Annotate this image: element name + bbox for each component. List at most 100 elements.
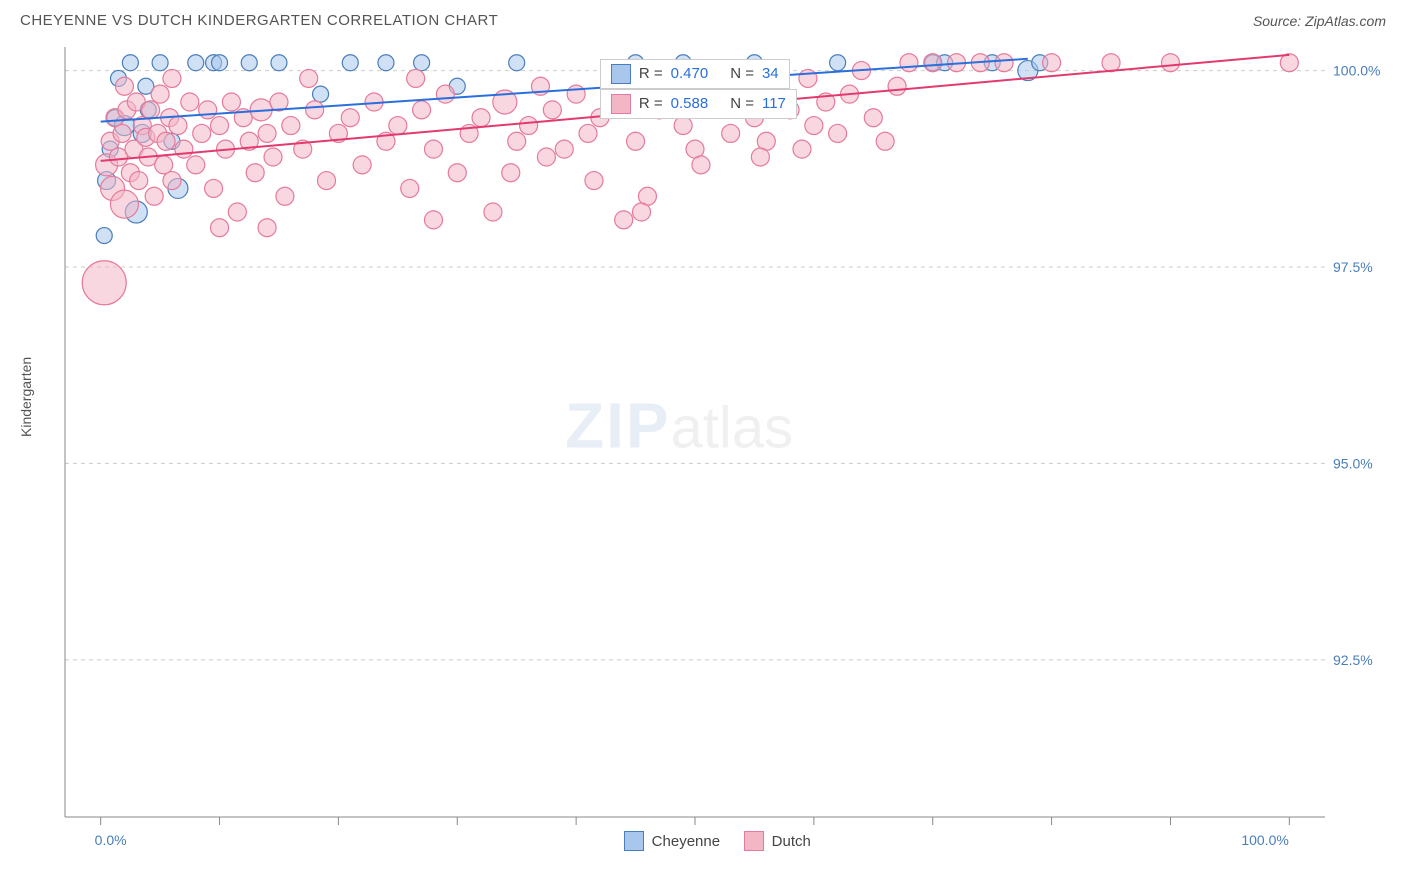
data-point (1043, 54, 1061, 72)
data-point (306, 101, 324, 119)
data-point (585, 172, 603, 190)
data-point (472, 109, 490, 127)
data-point (407, 69, 425, 87)
data-point (282, 117, 300, 135)
legend-item-dutch: Dutch (744, 831, 811, 851)
stat-row-dutch: R = 0.588 N = 117 (600, 89, 797, 119)
data-point (211, 117, 229, 135)
data-point (142, 101, 160, 119)
data-point (157, 132, 175, 150)
data-point (633, 203, 651, 221)
data-point (228, 203, 246, 221)
data-point (543, 101, 561, 119)
data-point (888, 77, 906, 95)
data-point (615, 211, 633, 229)
data-point (401, 179, 419, 197)
data-point (222, 93, 240, 111)
data-point (722, 124, 740, 142)
data-point (829, 124, 847, 142)
y-tick-label: 95.0% (1333, 455, 1373, 471)
data-point (122, 55, 138, 71)
legend-swatch-icon (624, 831, 644, 851)
data-point (876, 132, 894, 150)
data-point (193, 124, 211, 142)
data-point (318, 172, 336, 190)
data-point (830, 55, 846, 71)
legend-swatch-icon (611, 94, 631, 114)
chart-area: Kindergarten 92.5%95.0%97.5%100.0%ZIPatl… (20, 37, 1386, 877)
legend-swatch-icon (611, 64, 631, 84)
data-point (300, 69, 318, 87)
data-point (246, 164, 264, 182)
n-label: N = (730, 95, 754, 112)
data-point (627, 132, 645, 150)
chart-source: Source: ZipAtlas.com (1253, 13, 1386, 29)
legend-swatch-icon (744, 831, 764, 851)
data-point (155, 156, 173, 174)
y-tick-label: 97.5% (1333, 259, 1373, 275)
data-point (900, 54, 918, 72)
data-point (793, 140, 811, 158)
data-point (509, 55, 525, 71)
data-point (151, 85, 169, 103)
data-point (424, 211, 442, 229)
x-tick-label-max: 100.0% (1241, 832, 1288, 848)
data-point (152, 55, 168, 71)
data-point (205, 179, 223, 197)
data-point (555, 140, 573, 158)
data-point (175, 140, 193, 158)
watermark: ZIPatlas (565, 390, 793, 462)
data-point (96, 228, 112, 244)
data-point (799, 69, 817, 87)
data-point (484, 203, 502, 221)
data-point (414, 55, 430, 71)
r-label: R = (639, 65, 663, 82)
n-label: N = (730, 65, 754, 82)
r-value: 0.470 (671, 65, 709, 82)
data-point (1102, 54, 1120, 72)
n-value: 117 (762, 95, 786, 112)
data-point (258, 219, 276, 237)
data-point (579, 124, 597, 142)
data-point (424, 140, 442, 158)
r-value: 0.588 (671, 95, 709, 112)
scatter-chart: 92.5%95.0%97.5%100.0%ZIPatlas0.0%100.0% (20, 37, 1386, 849)
data-point (674, 117, 692, 135)
data-point (448, 164, 466, 182)
data-point (130, 172, 148, 190)
data-point (864, 109, 882, 127)
data-point (341, 109, 359, 127)
data-point (520, 117, 538, 135)
data-point (258, 124, 276, 142)
data-point (110, 190, 138, 218)
data-point (389, 117, 407, 135)
data-point (276, 187, 294, 205)
data-point (113, 124, 131, 142)
stat-row-cheyenne: R = 0.470 N = 34 (600, 59, 790, 89)
data-point (805, 117, 823, 135)
data-point (751, 148, 769, 166)
legend-item-cheyenne: Cheyenne (624, 831, 720, 851)
data-point (567, 85, 585, 103)
data-point (342, 55, 358, 71)
chart-title: CHEYENNE VS DUTCH KINDERGARTEN CORRELATI… (20, 12, 498, 29)
data-point (211, 219, 229, 237)
n-value: 34 (762, 65, 779, 82)
data-point (241, 55, 257, 71)
data-point (169, 117, 187, 135)
data-point (508, 132, 526, 150)
r-label: R = (639, 95, 663, 112)
data-point (115, 77, 133, 95)
data-point (187, 156, 205, 174)
data-point (313, 86, 329, 102)
y-tick-label: 92.5% (1333, 652, 1373, 668)
data-point (163, 172, 181, 190)
y-tick-label: 100.0% (1333, 63, 1380, 79)
data-point (436, 85, 454, 103)
data-point (271, 55, 287, 71)
data-point (188, 55, 204, 71)
data-point (1161, 54, 1179, 72)
data-point (353, 156, 371, 174)
data-point (264, 148, 282, 166)
legend-label: Dutch (772, 833, 811, 850)
